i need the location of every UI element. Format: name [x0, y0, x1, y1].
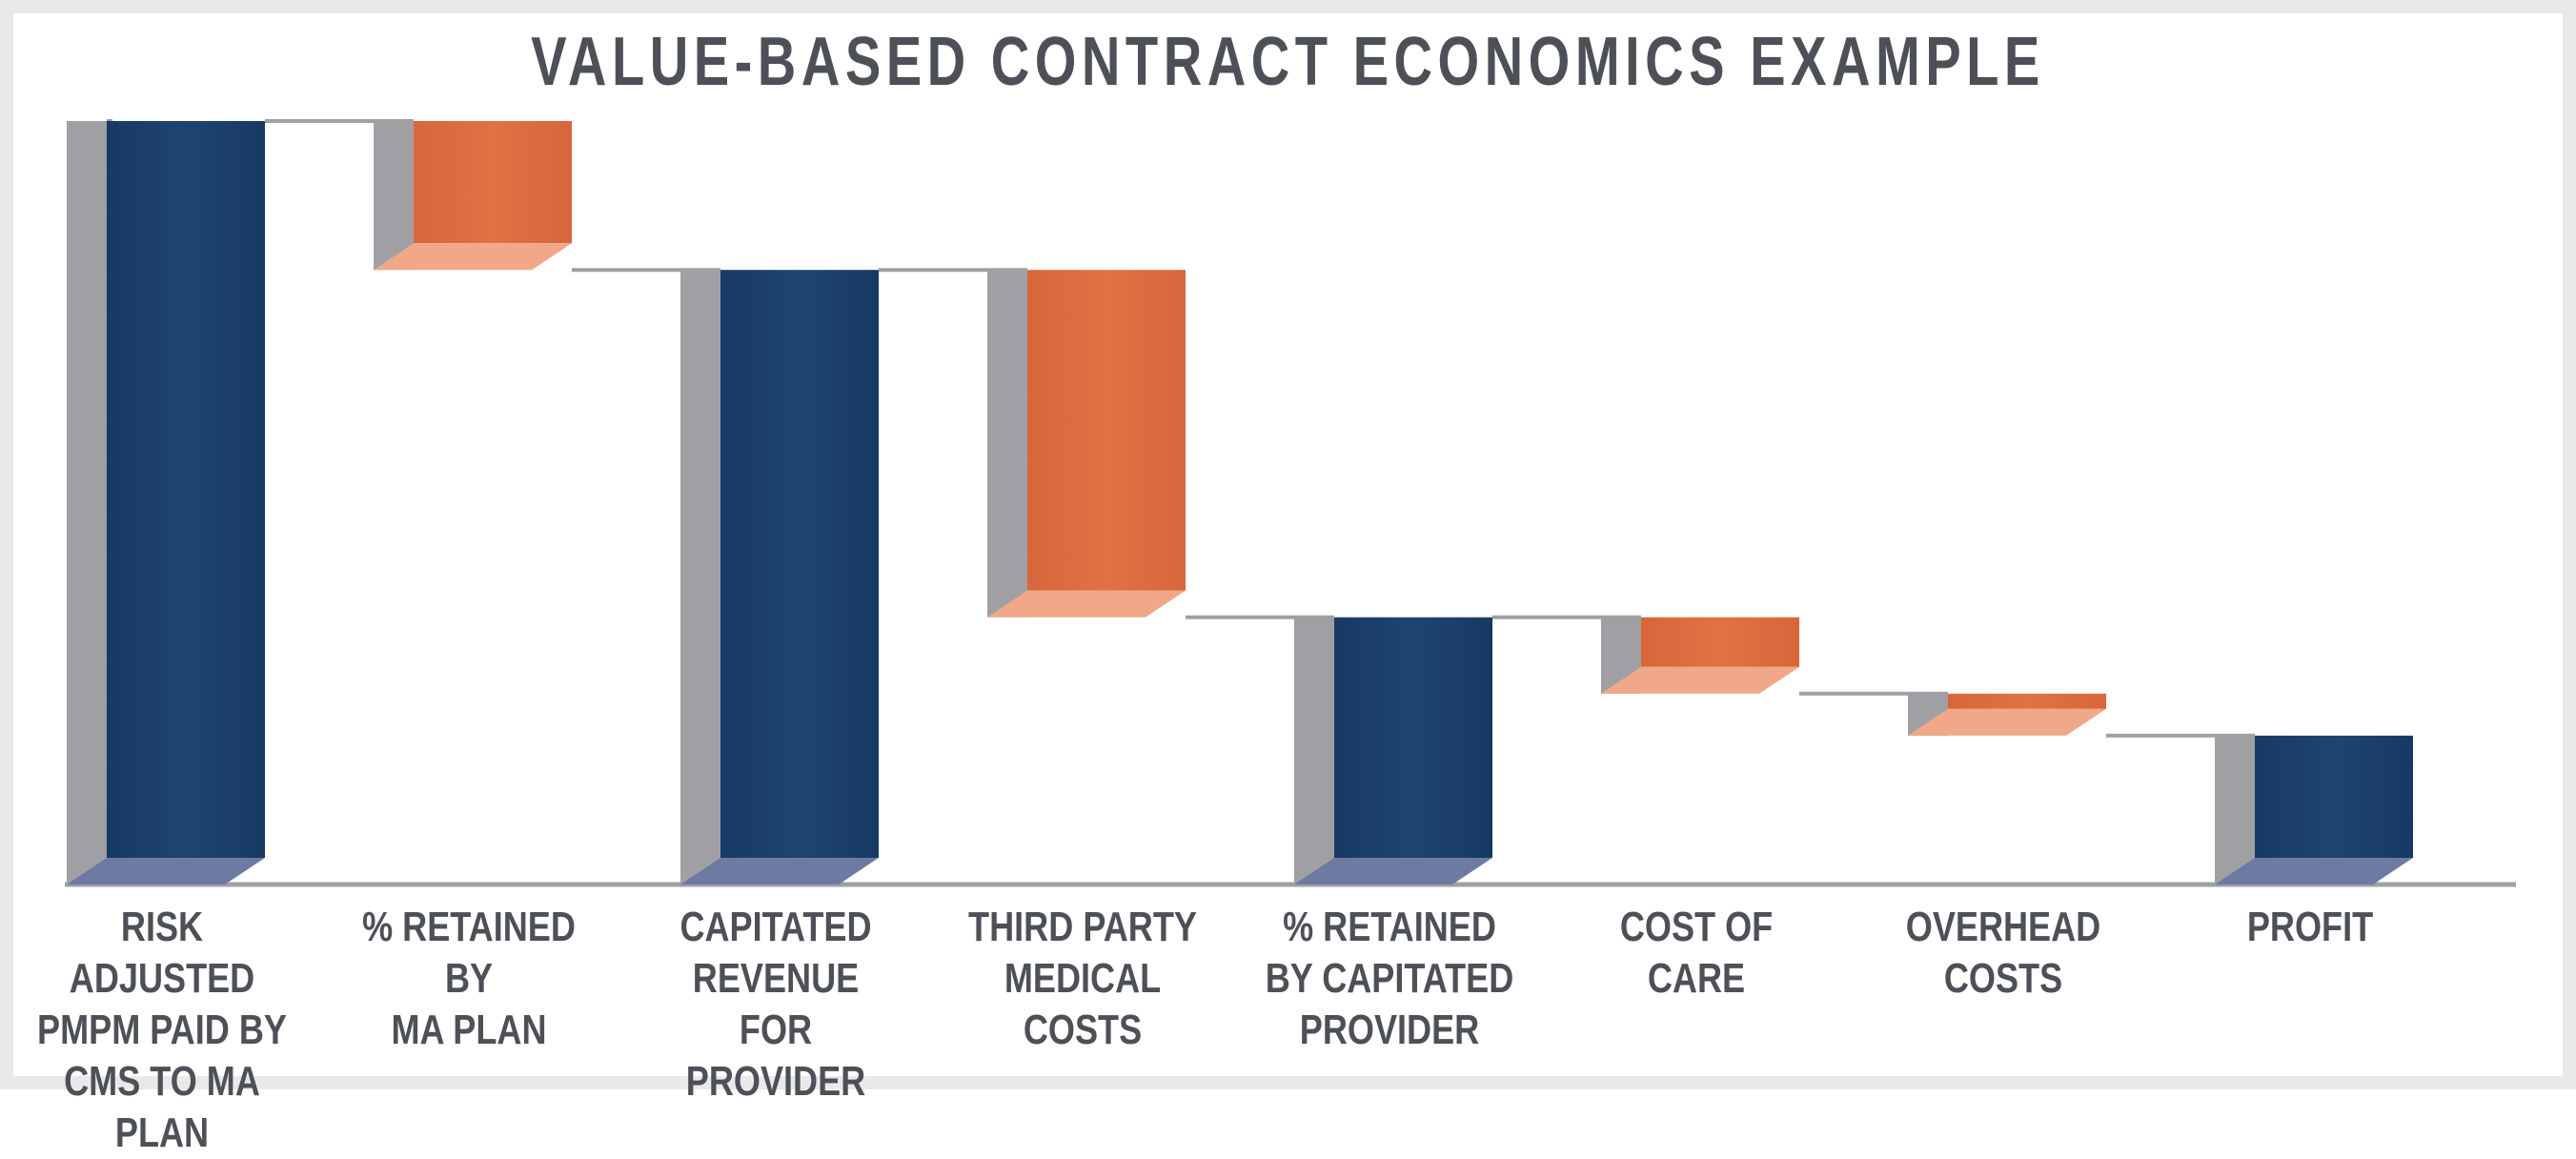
chart-title: VALUE-BASED CONTRACT ECONOMICS EXAMPLE	[531, 24, 2045, 100]
total-bar-side	[2215, 735, 2255, 884]
category-label: THIRD PARTY MEDICAL COSTS	[968, 904, 1197, 1053]
category-label: % RETAINED BY MA PLAN	[362, 904, 576, 1053]
waterfall-chart	[65, 119, 2516, 887]
total-bar	[2255, 735, 2413, 858]
total-bar	[1334, 617, 1492, 858]
total-bar	[107, 121, 265, 858]
category-label: CAPITATED REVENUE FOR PROVIDER	[679, 904, 872, 1105]
category-label: OVERHEAD COSTS	[1905, 904, 2101, 1002]
total-bar-side	[67, 121, 107, 884]
decrease-bar-floor	[1601, 666, 1799, 694]
total-bar	[720, 270, 879, 858]
total-bar-floor	[67, 858, 265, 884]
category-label: % RETAINED BY CAPITATED PROVIDER	[1265, 904, 1514, 1053]
total-bar-floor	[680, 858, 879, 884]
total-bar-side	[1294, 617, 1334, 884]
decrease-bar-floor	[1908, 708, 2106, 736]
decrease-bar	[1948, 693, 2106, 709]
category-label: COST OF CARE	[1619, 904, 1774, 1002]
decrease-bar-side	[987, 270, 1027, 618]
decrease-bar	[1641, 617, 1799, 667]
total-bar-floor	[1294, 858, 1492, 884]
decrease-bar	[414, 121, 572, 244]
total-bar-side	[680, 270, 720, 884]
decrease-bar-side	[374, 121, 414, 271]
total-bar-floor	[2215, 858, 2413, 884]
category-label: RISK ADJUSTED PMPM PAID BY CMS TO MA PLA…	[37, 904, 287, 1156]
category-label: PROFIT	[2246, 904, 2374, 950]
decrease-bar-floor	[374, 243, 572, 271]
decrease-bar-floor	[987, 590, 1186, 618]
decrease-bar	[1027, 270, 1186, 591]
